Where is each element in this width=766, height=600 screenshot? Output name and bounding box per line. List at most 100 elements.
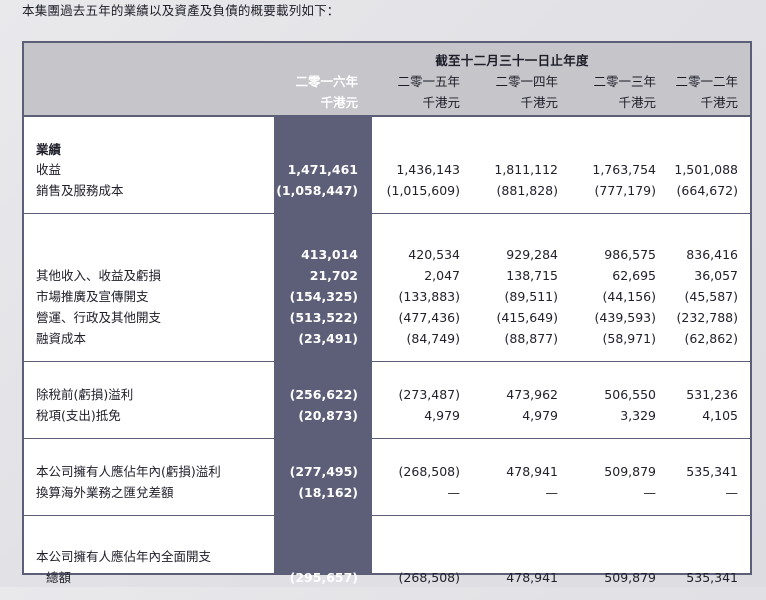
row-value-2013: 1,763,754 (592, 162, 656, 177)
row-value-2016: (18,162) (298, 485, 358, 500)
header-unit-2013: 千港元 (618, 95, 656, 110)
row-value-2015: 420,534 (408, 247, 460, 262)
table-section-pretax: 除稅前(虧損)溢利 (256,622) (273,487) 473,962 50… (24, 362, 750, 439)
table-row: 413,014 420,534 929,284 986,575 836,416 (24, 244, 750, 265)
row-label: 銷售及服務成本 (36, 183, 124, 198)
current-year-column-highlight (274, 117, 372, 573)
row-value-2012: 4,105 (702, 408, 738, 423)
row-value-2014: (89,511) (504, 289, 559, 304)
section-spacer (24, 516, 750, 546)
row-value-2012: (45,587) (684, 289, 739, 304)
row-label: 收益 (36, 162, 62, 177)
row-value-2016: (513,522) (289, 310, 358, 325)
row-value-2015: 1,436,143 (396, 162, 460, 177)
header-unit-2012: 千港元 (700, 95, 738, 110)
row-value-2014: 1,811,112 (494, 162, 558, 177)
row-value-2013: 62,695 (612, 268, 656, 283)
table-section-results: 業績 收益 1,471,461 1,436,143 1,811,112 1,76… (24, 117, 750, 214)
table-section-comprehensive: 本公司擁有人應佔年內全面開支 總額 (295,657) (268,508) 47… (24, 516, 750, 600)
table-row: 融資成本 (23,491) (84,749) (88,877) (58,971)… (24, 328, 750, 349)
table-row: 換算海外業務之匯兌差額 (18,162) — — — — (24, 482, 750, 503)
header-unit-row: 千港元 千港元 千港元 千港元 千港元 (24, 94, 750, 111)
header-year-2015: 二零一五年 (397, 74, 460, 89)
header-unit-2014: 千港元 (520, 95, 558, 110)
row-label: 業績 (36, 141, 62, 157)
table-row: 銷售及服務成本 (1,058,447) (1,015,609) (881,828… (24, 180, 750, 201)
section-spacer (24, 201, 750, 213)
row-value-2013: (58,971) (602, 331, 657, 346)
table-row: 市場推廣及宣傳開支 (154,325) (133,883) (89,511) (… (24, 286, 750, 307)
row-label-line1: 本公司擁有人應佔年內全面開支 (36, 549, 212, 564)
table-row: 稅項(支出)抵免 (20,873) 4,979 4,979 3,329 4,10… (24, 405, 750, 426)
row-value-2014: (415,649) (496, 310, 558, 325)
row-value-2013: 986,575 (604, 247, 656, 262)
section-spacer (24, 439, 750, 461)
row-label: 換算海外業務之匯兌差額 (36, 485, 174, 500)
row-value-2014: 4,979 (522, 408, 558, 423)
row-value-2014: (88,877) (504, 331, 559, 346)
header-year-2014: 二零一四年 (495, 74, 558, 89)
table-section-operating: 413,014 420,534 929,284 986,575 836,416 … (24, 214, 750, 362)
header-year-2013: 二零一三年 (593, 74, 656, 89)
table-row-total-line1: 本公司擁有人應佔年內全面開支 (24, 546, 750, 567)
table-row: 除稅前(虧損)溢利 (256,622) (273,487) 473,962 50… (24, 384, 750, 405)
row-value-2013: (439,593) (594, 310, 656, 325)
row-value-2016: (23,491) (298, 331, 358, 346)
row-value-2012: 535,341 (686, 570, 738, 585)
row-label: 除稅前(虧損)溢利 (36, 387, 134, 402)
row-value-2012: — (725, 485, 739, 500)
row-value-2014: 478,941 (506, 570, 558, 585)
row-value-2012: 531,236 (686, 387, 738, 402)
row-value-2012: (62,862) (684, 331, 739, 346)
row-value-2016: (1,058,447) (276, 183, 358, 198)
row-value-2015: (268,508) (398, 570, 460, 585)
row-value-2015: (477,436) (398, 310, 460, 325)
table-row-total-line2: 總額 (295,657) (268,508) 478,941 509,879 5… (24, 567, 750, 588)
table-row-section-title: 業績 (24, 139, 750, 159)
row-value-2013: 3,329 (620, 408, 656, 423)
section-spacer (24, 503, 750, 515)
row-value-2016: (154,325) (289, 289, 358, 304)
row-value-2012: 836,416 (686, 247, 738, 262)
row-value-2015: (84,749) (406, 331, 461, 346)
header-year-2016: 二零一六年 (295, 74, 358, 89)
row-value-2013: (44,156) (602, 289, 657, 304)
row-value-2016: 413,014 (301, 247, 358, 262)
row-value-2016: (256,622) (289, 387, 358, 402)
row-value-2016: 1,471,461 (287, 162, 358, 177)
row-value-2012: (664,672) (676, 183, 738, 198)
row-value-2015: (133,883) (398, 289, 460, 304)
row-value-2016: (295,657) (289, 570, 358, 585)
section-spacer (24, 349, 750, 361)
row-value-2014: 138,715 (506, 268, 558, 283)
row-value-2015: 2,047 (424, 268, 460, 283)
header-unit-2016: 千港元 (320, 95, 358, 110)
row-value-2016: (277,495) (289, 464, 358, 479)
table-row: 收益 1,471,461 1,436,143 1,811,112 1,763,7… (24, 159, 750, 180)
row-value-2013: 509,879 (604, 464, 656, 479)
row-value-2014: (881,828) (496, 183, 558, 198)
row-value-2012: (232,788) (676, 310, 738, 325)
table-section-owners: 本公司擁有人應佔年內(虧損)溢利 (277,495) (268,508) 478… (24, 439, 750, 516)
row-label: 稅項(支出)抵免 (36, 408, 121, 423)
row-value-2016: (20,873) (298, 408, 358, 423)
section-spacer (24, 426, 750, 438)
section-spacer (24, 588, 750, 600)
row-value-2015: (268,508) (398, 464, 460, 479)
row-label: 本公司擁有人應佔年內(虧損)溢利 (36, 464, 221, 479)
row-value-2014: — (545, 485, 559, 500)
row-label-line2: 總額 (46, 570, 72, 585)
intro-paragraph: 本集團過去五年的業績以及資產及負債的概要載列如下： (22, 3, 340, 18)
row-label: 市場推廣及宣傳開支 (36, 289, 149, 304)
row-value-2015: (1,015,609) (386, 183, 460, 198)
row-value-2012: 1,501,088 (674, 162, 738, 177)
row-value-2016: 21,702 (309, 268, 358, 283)
row-value-2013: 506,550 (604, 387, 656, 402)
row-value-2012: 36,057 (694, 268, 738, 283)
row-value-2014: 478,941 (506, 464, 558, 479)
header-year-row: 二零一六年 二零一五年 二零一四年 二零一三年 二零一二年 (24, 73, 750, 90)
row-value-2015: (273,487) (398, 387, 460, 402)
table-row: 營運、行政及其他開支 (513,522) (477,436) (415,649)… (24, 307, 750, 328)
header-period-label: 截至十二月三十一日止年度 (435, 53, 589, 68)
section-spacer (24, 214, 750, 244)
